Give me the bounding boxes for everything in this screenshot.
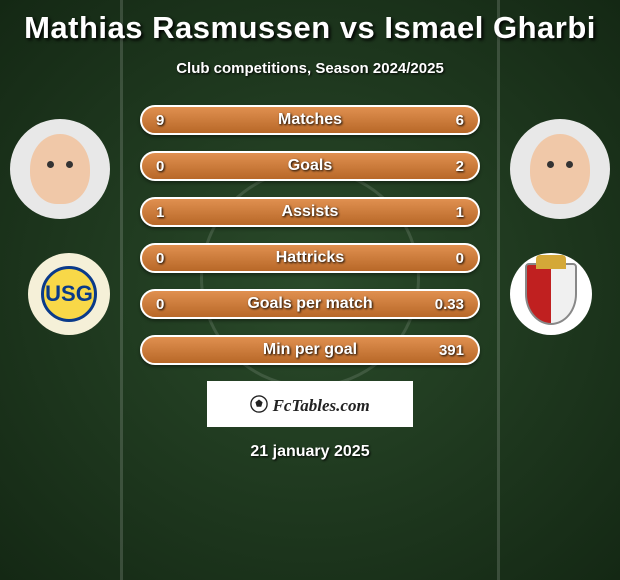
footer-date: 21 january 2025 (0, 443, 620, 461)
stat-row: 1 Assists 1 (140, 197, 480, 227)
stat-row: 0 Hattricks 0 (140, 243, 480, 273)
stat-label: Min per goal (142, 341, 478, 359)
badge-braga-icon (525, 263, 577, 325)
stat-label: Matches (142, 111, 478, 129)
stat-bars: 9 Matches 6 0 Goals 2 1 Assists 1 0 Hatt… (140, 105, 480, 365)
player-right-photo (510, 119, 610, 219)
stat-row: Min per goal 391 (140, 335, 480, 365)
stat-row: 0 Goals 2 (140, 151, 480, 181)
stat-label: Hattricks (142, 249, 478, 267)
stat-right-value: 1 (434, 204, 464, 221)
page-subtitle: Club competitions, Season 2024/2025 (0, 60, 620, 77)
stat-right-value: 6 (434, 112, 464, 129)
stat-label: Goals (142, 157, 478, 175)
brand-text: FcTables.com (273, 396, 370, 415)
soccer-ball-icon (250, 395, 268, 413)
face-icon (530, 134, 590, 204)
stat-right-value: 0 (434, 250, 464, 267)
brand-label: FcTables.com (250, 393, 369, 416)
stat-row: 0 Goals per match 0.33 (140, 289, 480, 319)
club-left-logo: USG (28, 253, 110, 335)
page-title: Mathias Rasmussen vs Ismael Gharbi (0, 0, 620, 46)
stat-right-value: 391 (434, 342, 464, 359)
club-right-logo (510, 253, 592, 335)
stat-row: 9 Matches 6 (140, 105, 480, 135)
stat-label: Goals per match (142, 295, 478, 313)
comparison-panel: USG 9 Matches 6 0 Goals 2 1 Assists 1 0 … (0, 105, 620, 461)
stat-right-value: 2 (434, 158, 464, 175)
badge-usg-icon: USG (41, 266, 97, 322)
stat-right-value: 0.33 (434, 296, 464, 313)
face-icon (30, 134, 90, 204)
brand-box: FcTables.com (207, 381, 413, 427)
stat-label: Assists (142, 203, 478, 221)
player-left-photo (10, 119, 110, 219)
